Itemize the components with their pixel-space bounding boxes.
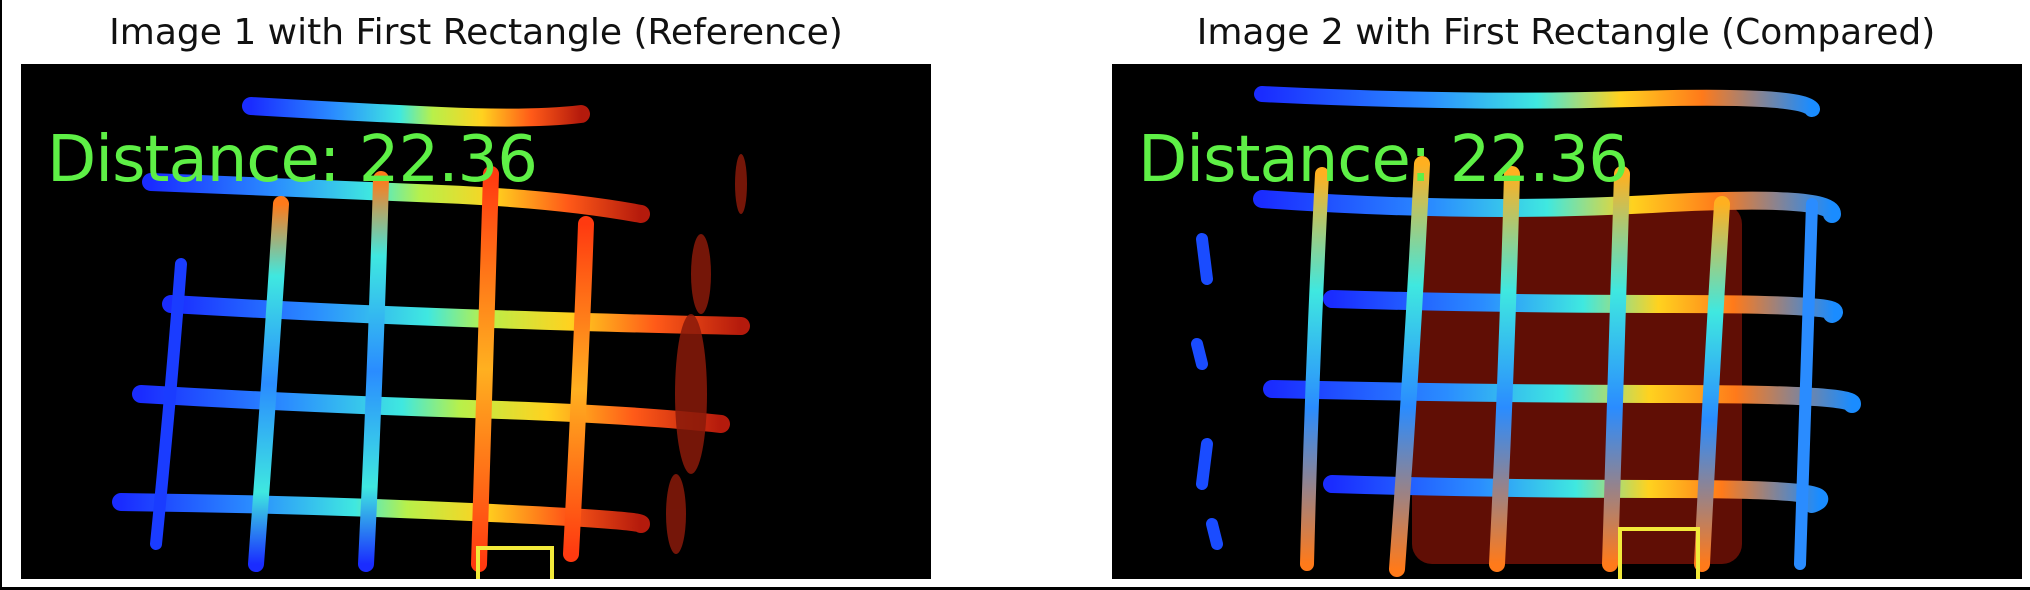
distance-label-2: Distance: 22.36 (1138, 123, 1629, 197)
figure-bottom-border (0, 587, 2030, 590)
figure-left-border (0, 0, 2, 590)
panel-2-image: Distance: 22.36 (1112, 64, 2022, 579)
panel-2-title: Image 2 with First Rectangle (Compared) (1196, 12, 1936, 53)
heatmap-grid-2 (1191, 86, 1861, 579)
panel-1-image: Distance: 22.36 (21, 64, 931, 579)
rectangle-marker-2 (1618, 527, 1700, 579)
rectangle-marker-1 (476, 546, 554, 579)
distance-label-1: Distance: 22.36 (47, 123, 538, 197)
panel-1-title: Image 1 with First Rectangle (Reference) (109, 12, 843, 53)
heatmap-grid-1 (112, 97, 750, 579)
